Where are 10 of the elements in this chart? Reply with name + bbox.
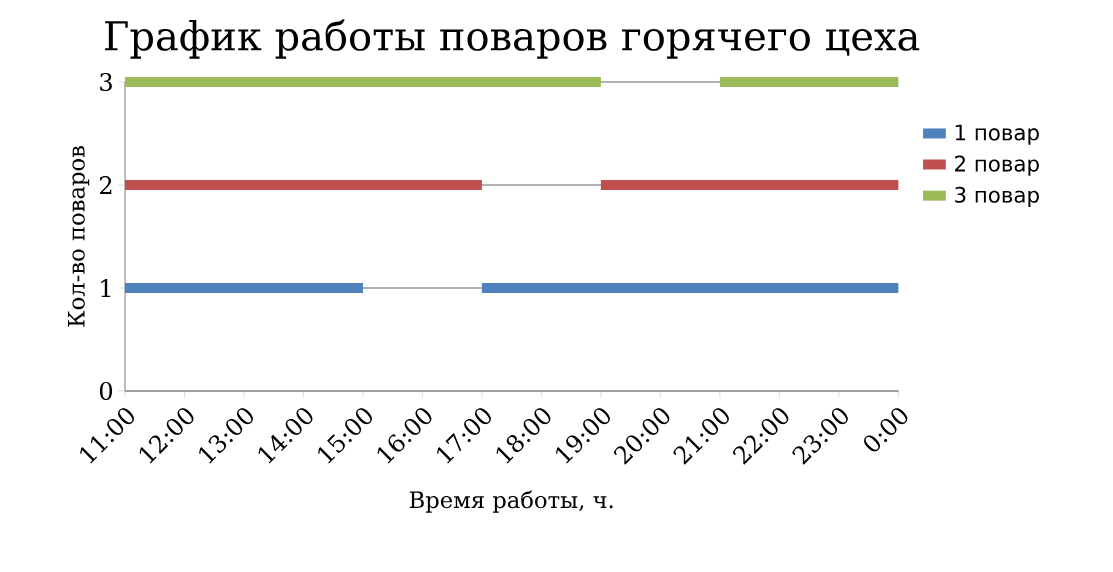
legend-label: 1 повар [955, 124, 1039, 145]
chart-title: График работы поваров горячего цеха [105, 19, 920, 59]
y-tick-label: 0 [99, 381, 113, 401]
y-tick-label: 2 [99, 176, 112, 194]
y-tick-label: 1 [101, 279, 111, 297]
legend-label: 3 повар [955, 186, 1039, 207]
x-axis-title: Время работы, ч. [409, 490, 613, 513]
y-axis-title: Кол-во поваров [67, 146, 90, 327]
y-tick-label: 3 [100, 72, 112, 92]
legend-label: 2 повар [955, 155, 1039, 176]
